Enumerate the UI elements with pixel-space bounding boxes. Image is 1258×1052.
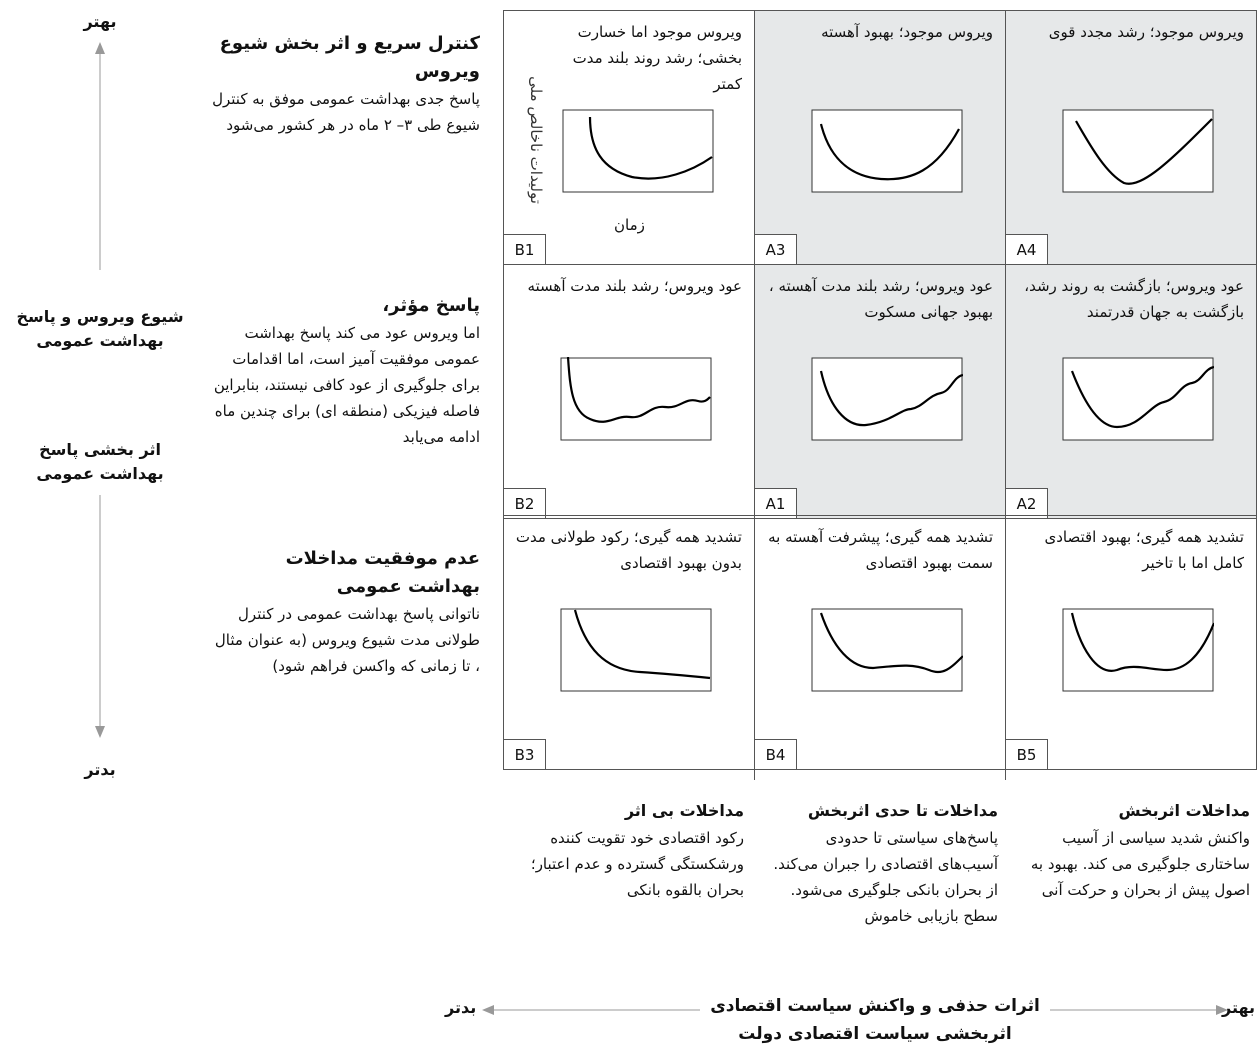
row-body-2: اما ویروس عود می کند پاسخ بهداشت عمومی م… <box>213 324 480 446</box>
axis-horizontal-subtitle: اثربخشی سیاست اقتصادی دولت <box>738 1024 1012 1044</box>
curve-frame <box>1062 608 1214 692</box>
scenario-code: A3 <box>755 234 797 264</box>
scenario-cell-a2: عود ویروس؛ بازگشت به روند رشد، بازگشت به… <box>1005 264 1257 519</box>
scenario-code: A1 <box>755 488 797 518</box>
col-title-2: مداخلات تا حدی اثربخش <box>807 801 998 820</box>
curve-frame <box>560 357 712 441</box>
scenario-text: تشدید همه گیری؛ پیشرفت آهسته به سمت بهبو… <box>768 528 993 572</box>
scenario-text: تشدید همه گیری؛ رکود طولانی مدت بدون بهب… <box>515 528 742 572</box>
scenario-text: عود ویروس؛ بازگشت به روند رشد، بازگشت به… <box>1024 277 1244 321</box>
curve-frame <box>811 608 963 692</box>
gdp-curve <box>1070 612 1214 672</box>
axis-middle-label-2: اثر بخشی پاسخ بهداشت عمومی <box>36 440 164 483</box>
scenario-code: B4 <box>755 739 797 769</box>
scenario-cell-a1: عود ویروس؛ رشد بلند مدت آهسته ، بهبود جه… <box>754 264 1006 519</box>
scenario-cell-b4: تشدید همه گیری؛ پیشرفت آهسته به سمت بهبو… <box>754 515 1006 770</box>
scenario-code: B1 <box>504 234 546 264</box>
row-desc-1: کنترل سریع و اثر بخش شیوع ویروس پاسخ جدی… <box>210 30 480 138</box>
scenario-text: عود ویروس؛ رشد بلند مدت آهسته ، بهبود جه… <box>768 277 993 321</box>
scenario-curve-chart <box>560 608 712 692</box>
col-desc-1: مداخلات بی اثر رکود اقتصادی خود تقویت کن… <box>508 797 744 903</box>
time-axis-label: زمان <box>614 216 645 234</box>
row-title-3: عدم موفقیت مداخلات بهداشت عمومی <box>285 548 480 597</box>
scenario-text: ویروس موجود؛ رشد مجدد قوی <box>1048 23 1244 41</box>
scenario-code: A2 <box>1006 488 1048 518</box>
gdp-curve <box>588 116 713 180</box>
col-body-2: پاسخ‌های سیاستی تا حدودی آسیب‌های اقتصاد… <box>773 829 998 925</box>
scenario-cell-a3: ویروس موجود؛ بهبود آهسته A3 <box>754 10 1006 265</box>
grid-divider <box>754 768 755 780</box>
scenario-code: B3 <box>504 739 546 769</box>
scenario-cell-b5: تشدید همه گیری؛ بهبود اقتصادی کامل اما ب… <box>1005 515 1257 770</box>
scenario-code: A4 <box>1006 234 1048 264</box>
vertical-axis-arrows <box>95 42 105 738</box>
axis-better-label: بهتر <box>83 12 117 31</box>
row-title-2: پاسخ مؤثر، <box>382 295 480 316</box>
col-desc-2: مداخلات تا حدی اثربخش پاسخ‌های سیاستی تا… <box>762 797 998 929</box>
curve-frame <box>560 608 712 692</box>
axis-better-horizontal-label: بهتر <box>1222 998 1256 1017</box>
scenario-curve-chart <box>811 608 963 692</box>
axis-middle-label-1: شیوع ویروس و پاسخ بهداشت عمومی <box>16 307 184 350</box>
gdp-axis-label: تولیدات ناخالص ملی <box>527 76 545 204</box>
axis-worse-label: بدتر <box>84 760 116 779</box>
scenario-curve-chart <box>1062 608 1214 692</box>
curve-frame <box>1062 109 1214 193</box>
col-body-3: واکنش شدید سیاسی از آسیب ساختاری جلوگیری… <box>1030 829 1250 899</box>
row-body-1: پاسخ جدی بهداشت عمومی موفق به کنترل شیوع… <box>212 90 480 134</box>
col-desc-3: مداخلات اثربخش واکنش شدید سیاسی از آسیب … <box>1012 797 1250 903</box>
scenario-text: تشدید همه گیری؛ بهبود اقتصادی کامل اما ب… <box>1044 528 1244 572</box>
row-desc-2: پاسخ مؤثر، اما ویروس عود می کند پاسخ بهد… <box>210 292 480 450</box>
scenario-code: B5 <box>1006 739 1048 769</box>
gdp-curve <box>566 357 711 423</box>
row-body-3: ناتوانی پاسخ بهداشت عمومی در کنترل طولان… <box>214 605 480 675</box>
scenario-cell-b1: ویروس موجود اما خسارت بخشی؛ رشد روند بلن… <box>503 10 755 265</box>
scenario-curve-chart <box>811 357 963 441</box>
scenario-text: عود ویروس؛ رشد بلند مدت آهسته <box>527 277 742 295</box>
gdp-curve <box>1070 365 1214 429</box>
grid-divider <box>1005 768 1006 780</box>
gdp-curve <box>819 612 963 674</box>
gdp-curve <box>1075 118 1213 185</box>
scenario-curve-chart <box>562 109 714 193</box>
curve-frame <box>1062 357 1214 441</box>
scenario-curve-chart <box>1062 109 1214 193</box>
col-title-1: مداخلات بی اثر <box>624 801 744 820</box>
row-desc-3: عدم موفقیت مداخلات بهداشت عمومی ناتوانی … <box>210 545 480 679</box>
horizontal-axis-arrows <box>482 1005 1228 1015</box>
scenario-cell-a4: ویروس موجود؛ رشد مجدد قوی A4 <box>1005 10 1257 265</box>
scenario-curve-chart <box>811 109 963 193</box>
axis-horizontal-title: اثرات حذفی و واکنش سیاست اقتصادی <box>710 996 1040 1016</box>
col-title-3: مداخلات اثربخش <box>1118 801 1250 820</box>
curve-frame <box>562 109 714 193</box>
gdp-curve <box>819 370 963 427</box>
scenario-text: ویروس موجود اما خسارت بخشی؛ رشد روند بلن… <box>572 23 742 93</box>
col-body-1: رکود اقتصادی خود تقویت کننده ورشکستگی گس… <box>530 829 744 899</box>
row-title-1: کنترل سریع و اثر بخش شیوع ویروس <box>219 33 480 82</box>
axis-worse-horizontal-label: بدتر <box>445 998 477 1017</box>
scenario-text: ویروس موجود؛ بهبود آهسته <box>821 23 993 41</box>
scenario-code: B2 <box>504 488 546 518</box>
gdp-curve <box>819 123 960 181</box>
scenario-curve-chart <box>560 357 712 441</box>
scenario-cell-b2: عود ویروس؛ رشد بلند مدت آهسته B2 <box>503 264 755 519</box>
gdp-curve <box>573 609 711 680</box>
curve-frame <box>811 357 963 441</box>
scenario-curve-chart <box>1062 357 1214 441</box>
scenario-cell-b3: تشدید همه گیری؛ رکود طولانی مدت بدون بهب… <box>503 515 755 770</box>
